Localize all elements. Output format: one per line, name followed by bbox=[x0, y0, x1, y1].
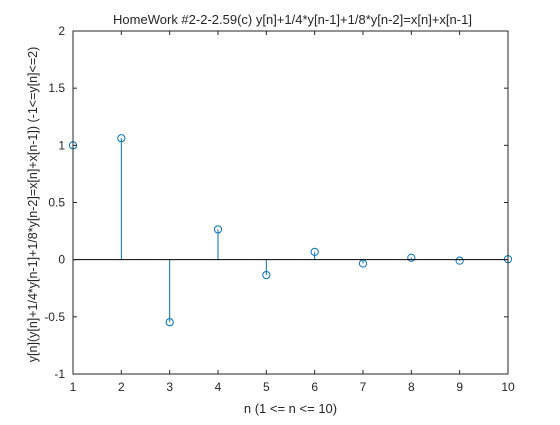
x-axis-label: n (1 <= n <= 10) bbox=[244, 401, 337, 416]
stems-group bbox=[72, 138, 509, 323]
stem-marker bbox=[262, 270, 271, 280]
stem-marker bbox=[117, 134, 126, 143]
axes-box bbox=[72, 30, 509, 375]
y-tick-label: 1.5 bbox=[48, 81, 65, 95]
x-tick-label: 7 bbox=[360, 380, 367, 394]
y-tick-label: 0 bbox=[58, 253, 65, 267]
stem-marker bbox=[407, 253, 416, 262]
y-tick-label: 2 bbox=[58, 24, 65, 38]
y-ticks-group: -1 -0.5 0 0.5 1 1.5 2 bbox=[44, 24, 508, 381]
chart-title: HomeWork #2-2-2.59(c) y[n]+1/4*y[n-1]+1/… bbox=[113, 12, 472, 27]
y-tick-label: 0.5 bbox=[48, 196, 65, 210]
markers-group bbox=[68, 134, 513, 327]
stem-marker bbox=[213, 225, 223, 234]
x-tick-label: 3 bbox=[166, 380, 173, 394]
y-tick-label: -0.5 bbox=[44, 310, 65, 324]
x-tick-label: 9 bbox=[456, 380, 463, 394]
stem-marker bbox=[455, 256, 464, 265]
x-tick-label: 5 bbox=[263, 380, 270, 394]
x-tick-label: 6 bbox=[311, 380, 318, 394]
stem-marker bbox=[165, 318, 174, 327]
y-tick-label: -1 bbox=[54, 367, 65, 381]
x-tick-label: 1 bbox=[70, 380, 77, 394]
x-tick-label: 10 bbox=[501, 380, 515, 394]
x-ticks-group: 1 2 3 4 5 6 7 8 9 10 bbox=[70, 31, 515, 394]
stem-marker bbox=[310, 247, 319, 256]
y-tick-label: 1 bbox=[58, 138, 65, 152]
x-tick-label: 4 bbox=[215, 380, 222, 394]
y-axis-label: y[n](y[n]+1/4*y[n-1]+1/8*y[n-2]=x[n]+x[n… bbox=[26, 47, 40, 362]
x-tick-label: 2 bbox=[118, 380, 125, 394]
x-tick-label: 8 bbox=[408, 380, 415, 394]
